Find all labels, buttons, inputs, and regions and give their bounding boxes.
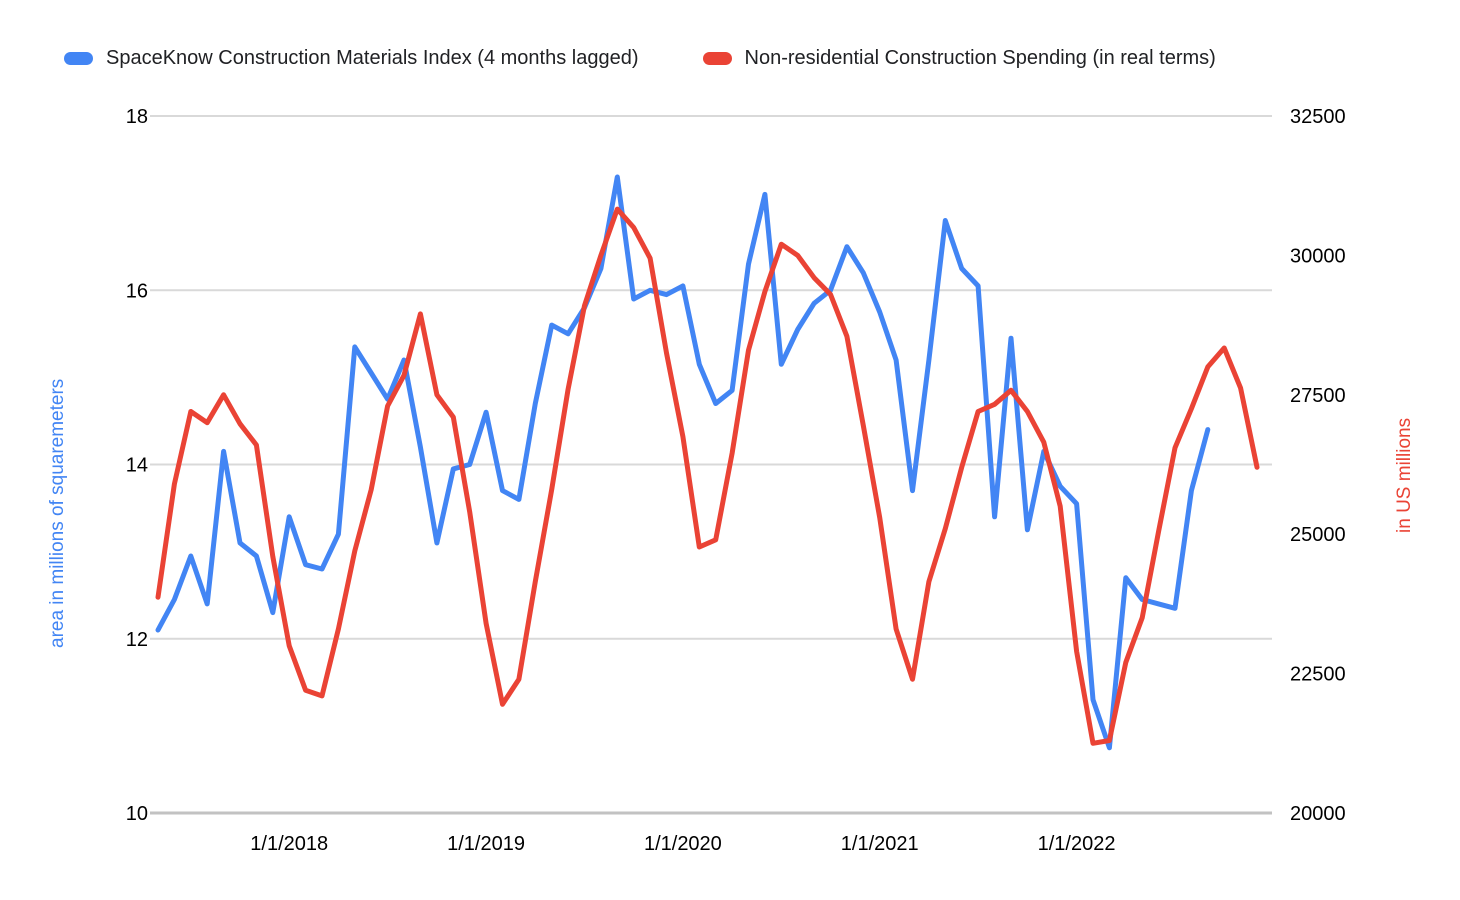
legend-swatch-blue-icon — [64, 52, 93, 65]
series-line-spaceknow-index — [155, 174, 1211, 751]
legend-label-construction-spending: Non-residential Construction Spending (i… — [744, 47, 1216, 69]
legend-swatch-red-icon — [702, 52, 732, 65]
x-axis-tick-label: 1/1/2019 — [447, 833, 525, 855]
left-axis-title: area in millions of squaremeters — [47, 378, 68, 648]
y-axis-left-tick-label: 12 — [126, 629, 148, 651]
x-axis-tick-label: 1/1/2021 — [841, 833, 919, 855]
y-axis-right-tick-label: 32500 — [1290, 106, 1346, 128]
y-axis-right-tick-label: 20000 — [1290, 803, 1346, 825]
right-axis-title: in US millions — [1394, 417, 1415, 533]
x-axis-tick-label: 1/1/2022 — [1038, 833, 1116, 855]
y-axis-right-tick-label: 25000 — [1290, 524, 1346, 546]
x-axis-tick-label: 1/1/2020 — [644, 833, 722, 855]
y-axis-left-tick-label: 16 — [126, 280, 148, 302]
y-axis-right-tick-label: 30000 — [1290, 245, 1346, 267]
y-axis-left-tick-label: 18 — [126, 106, 148, 128]
legend-label-spaceknow-index: SpaceKnow Construction Materials Index (… — [106, 47, 639, 69]
series-line-construction-spending — [155, 206, 1260, 746]
legend-item-construction-spending: Non-residential Construction Spending (i… — [702, 47, 1216, 70]
y-axis-left-tick-label: 10 — [126, 803, 148, 825]
y-axis-left-tick-label: 14 — [126, 455, 148, 477]
x-axis-tick-label: 1/1/2018 — [250, 833, 328, 855]
y-axis-right-tick-label: 27500 — [1290, 385, 1346, 407]
legend: SpaceKnow Construction Materials Index (… — [64, 47, 1216, 70]
y-axis-right-tick-label: 22500 — [1290, 664, 1346, 686]
legend-item-spaceknow-index: SpaceKnow Construction Materials Index (… — [64, 47, 639, 70]
